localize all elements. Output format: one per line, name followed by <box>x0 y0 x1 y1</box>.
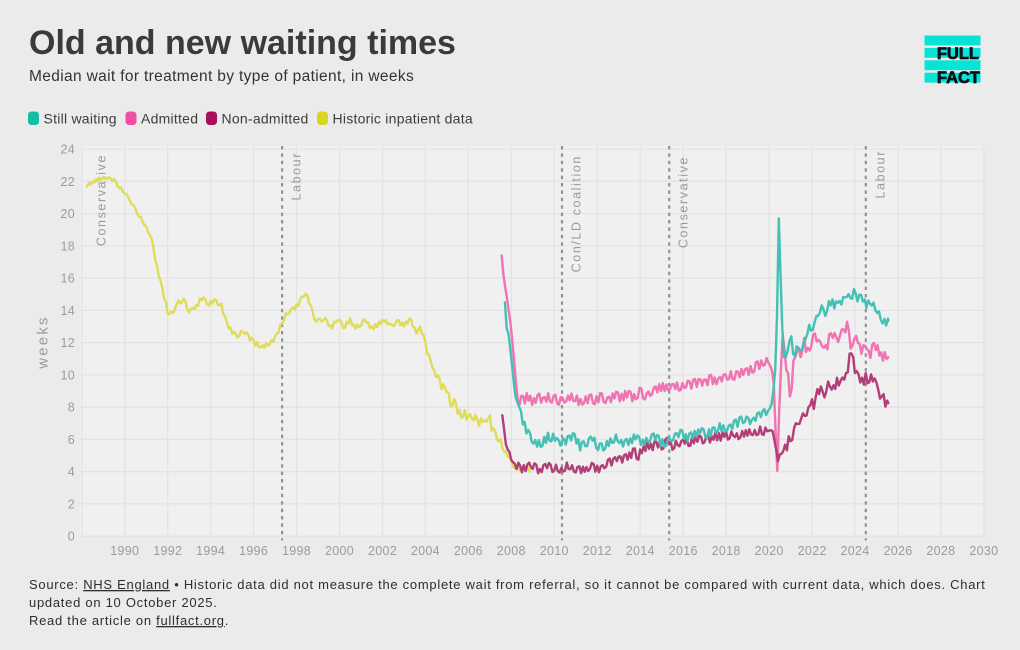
svg-text:Non-admitted: Non-admitted <box>222 111 309 127</box>
svg-text:2: 2 <box>68 497 75 511</box>
svg-text:Old and new waiting times: Old and new waiting times <box>29 24 456 62</box>
svg-text:20: 20 <box>60 207 75 221</box>
svg-text:1990: 1990 <box>110 544 139 558</box>
svg-text:FACT: FACT <box>937 69 980 87</box>
svg-text:18: 18 <box>60 239 75 253</box>
svg-text:2000: 2000 <box>325 544 354 558</box>
svg-text:Conservative: Conservative <box>95 154 109 246</box>
svg-text:2020: 2020 <box>755 544 784 558</box>
svg-text:2002: 2002 <box>368 544 397 558</box>
svg-text:8: 8 <box>68 401 75 415</box>
svg-text:16: 16 <box>60 272 75 286</box>
svg-text:2018: 2018 <box>712 544 741 558</box>
svg-text:24: 24 <box>60 143 75 157</box>
svg-text:updated on 10 October 2025.: updated on 10 October 2025. <box>29 595 218 610</box>
svg-text:2012: 2012 <box>583 544 612 558</box>
svg-text:FULL: FULL <box>937 45 979 63</box>
svg-text:Still waiting: Still waiting <box>44 111 117 127</box>
svg-text:2024: 2024 <box>840 544 869 558</box>
svg-text:1994: 1994 <box>196 544 225 558</box>
svg-text:22: 22 <box>60 175 75 189</box>
svg-text:Median wait for treatment by t: Median wait for treatment by type of pat… <box>29 68 414 85</box>
svg-text:10: 10 <box>60 368 75 382</box>
svg-text:2004: 2004 <box>411 544 440 558</box>
svg-text:2014: 2014 <box>626 544 655 558</box>
svg-text:2030: 2030 <box>969 544 998 558</box>
svg-text:12: 12 <box>60 336 75 350</box>
svg-text:1996: 1996 <box>239 544 268 558</box>
svg-text:Labour: Labour <box>290 152 304 201</box>
svg-text:Historic inpatient data: Historic inpatient data <box>333 111 473 127</box>
svg-text:4: 4 <box>68 465 75 479</box>
svg-text:2026: 2026 <box>883 544 912 558</box>
svg-text:Source: NHS England • Historic: Source: NHS England • Historic data did … <box>29 577 986 592</box>
svg-text:2008: 2008 <box>497 544 526 558</box>
svg-text:2028: 2028 <box>926 544 955 558</box>
svg-text:Read the article on fullfact.o: Read the article on fullfact.org. <box>29 613 229 628</box>
svg-text:weeks: weeks <box>35 315 52 370</box>
svg-text:2016: 2016 <box>669 544 698 558</box>
svg-text:2010: 2010 <box>540 544 569 558</box>
svg-text:6: 6 <box>68 433 75 447</box>
svg-text:Conservative: Conservative <box>677 156 691 248</box>
svg-text:Labour: Labour <box>873 150 887 199</box>
svg-text:2006: 2006 <box>454 544 483 558</box>
svg-text:2022: 2022 <box>798 544 827 558</box>
svg-text:1992: 1992 <box>153 544 182 558</box>
svg-text:Con/LD coalition: Con/LD coalition <box>570 155 584 272</box>
svg-text:1998: 1998 <box>282 544 311 558</box>
svg-text:14: 14 <box>60 304 75 318</box>
svg-text:Admitted: Admitted <box>141 111 198 127</box>
svg-text:0: 0 <box>68 530 75 544</box>
